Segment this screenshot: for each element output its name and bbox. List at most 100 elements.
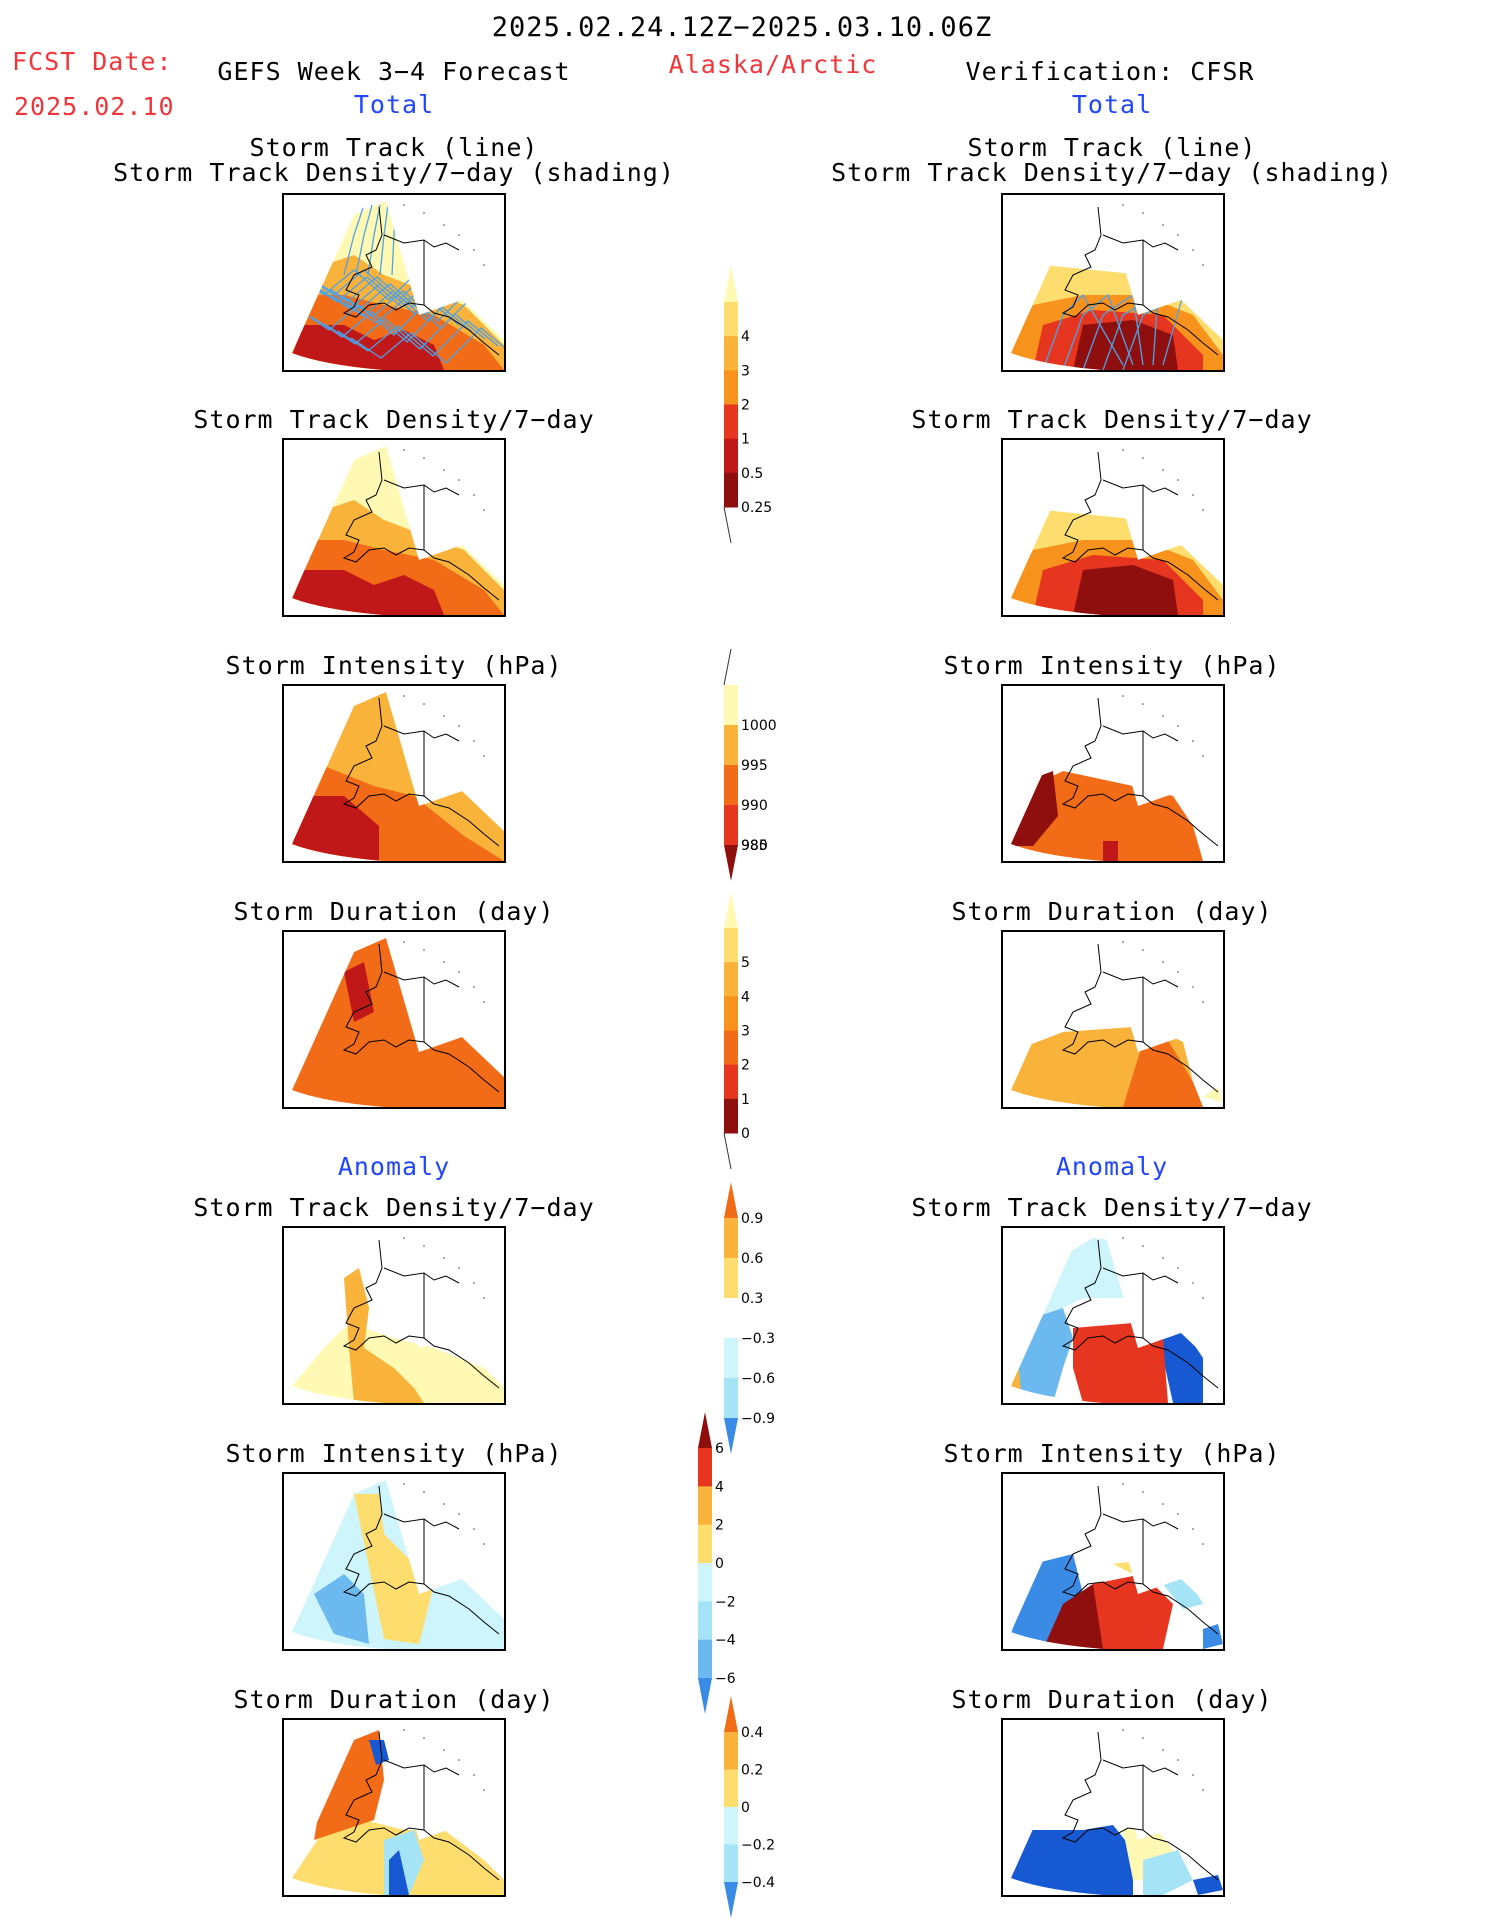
field-shading	[1093, 1574, 1173, 1649]
colorbar-segment	[724, 438, 738, 474]
anomaly-left-label: Anomaly	[337, 1152, 451, 1181]
colorbar-segment	[724, 1844, 738, 1883]
grid-dot	[458, 971, 460, 973]
colorbar-tick-label: 995	[741, 758, 768, 774]
colorbar-bottom-triangle	[724, 845, 738, 881]
map-right-duration-anom	[1001, 1718, 1225, 1897]
colorbar-tick-label: 4	[715, 1479, 724, 1495]
coastline	[342, 1485, 500, 1635]
coastline	[1102, 1759, 1179, 1776]
grid-dot	[1202, 264, 1204, 266]
grid-dot	[1142, 1737, 1144, 1739]
grid-dot	[1122, 1237, 1124, 1239]
grid-dot	[443, 1749, 445, 1751]
grid-dot	[443, 1257, 445, 1259]
grid-dot	[1202, 1789, 1204, 1791]
colorbar-segment	[724, 302, 738, 337]
grid-dot	[1142, 949, 1144, 951]
grid-dot	[458, 1513, 460, 1515]
grid-dot	[1177, 1759, 1179, 1761]
colorbar-segment	[724, 1030, 738, 1066]
grid-dot	[1162, 715, 1164, 717]
coastline	[342, 697, 500, 847]
coastline	[1061, 1239, 1219, 1389]
right-density-title: Storm Track Density/7−day	[911, 405, 1313, 434]
storm-track-line	[343, 204, 365, 276]
coastline	[342, 206, 500, 356]
grid-dot	[1177, 725, 1179, 727]
field-shading	[314, 1574, 369, 1644]
coastline	[383, 725, 460, 742]
colorbar-tick-label: −0.3	[741, 1331, 775, 1347]
grid-dot	[443, 1503, 445, 1505]
colorbar-tick-label: 0	[741, 1800, 750, 1816]
grid-dot	[1122, 449, 1124, 451]
colorbar-bottom-triangle	[698, 1678, 712, 1714]
grid-dot	[1142, 703, 1144, 705]
colorbar-tick-label: 0.2	[741, 1763, 763, 1779]
grid-dot	[1202, 1297, 1204, 1299]
colorbar-tick-label: 2	[741, 1058, 750, 1074]
grid-dot	[458, 1759, 460, 1761]
grid-dot	[1177, 1267, 1179, 1269]
grid-dot	[1202, 755, 1204, 757]
grid-dot	[1122, 1729, 1124, 1731]
grid-dot	[1122, 695, 1124, 697]
verification-title: Verification: CFSR	[965, 57, 1255, 86]
map-left-duration-anom	[282, 1718, 506, 1897]
grid-dot	[473, 1774, 475, 1776]
colorbar-segment	[724, 928, 738, 963]
coastline	[1061, 697, 1219, 847]
grid-dot	[1192, 740, 1194, 742]
grid-dot	[458, 1267, 460, 1269]
colorbar-segment	[724, 404, 738, 440]
field-shading	[1103, 841, 1118, 861]
grid-dot	[1122, 204, 1124, 206]
grid-dot	[473, 740, 475, 742]
storm-track-line	[324, 313, 486, 350]
left-intensity-title: Storm Intensity (hPa)	[225, 651, 563, 680]
map-right-intensity	[1001, 684, 1225, 863]
colorbar-duration-anom: 0.4 0.2 0 −0.2 −0.4	[724, 1696, 775, 1918]
colorbar-density-anom: 0.9 0.6 0.3 −0.3 −0.6 −0.9	[724, 1182, 775, 1454]
right-duration-anom-title: Storm Duration (day)	[951, 1685, 1273, 1714]
right-intensity-title: Storm Intensity (hPa)	[943, 651, 1281, 680]
region-title: Alaska/Arctic	[668, 50, 878, 79]
grid-dot	[423, 1245, 425, 1247]
grid-dot	[443, 715, 445, 717]
grid-dot	[483, 1789, 485, 1791]
field-shading	[354, 1494, 434, 1644]
coastline	[1061, 1731, 1219, 1881]
coastline	[1102, 1513, 1179, 1530]
colorbar-tick-label: 3	[741, 1024, 750, 1040]
coastline	[1102, 725, 1179, 742]
colorbar-segment	[724, 765, 738, 806]
left-duration-anom-title: Storm Duration (day)	[233, 1685, 555, 1714]
field-shading	[314, 1730, 384, 1840]
storm-track-line	[355, 204, 373, 276]
coastline	[342, 1731, 500, 1881]
grid-dot	[1177, 234, 1179, 236]
grid-dot	[423, 949, 425, 951]
field-shading	[1203, 1624, 1223, 1649]
grid-dot	[1192, 986, 1194, 988]
colorbar-tick-label: 980	[741, 838, 768, 854]
colorbar-tick-label: 2	[741, 398, 750, 414]
colorbar-segment	[724, 1338, 738, 1379]
coastline	[383, 971, 460, 988]
map-left-density-anom	[282, 1226, 506, 1405]
grid-dot	[403, 1483, 405, 1485]
colorbar-segment	[724, 1218, 738, 1259]
right-track-line-title: Storm Track (line)	[967, 133, 1257, 162]
colorbar-tick-label: 0.6	[741, 1251, 763, 1267]
grid-dot	[458, 479, 460, 481]
field-shading	[1073, 1323, 1168, 1403]
field-shading	[344, 1268, 424, 1403]
right-intensity-anom-title: Storm Intensity (hPa)	[943, 1439, 1281, 1468]
grid-dot	[443, 224, 445, 226]
total-right-label: Total	[1071, 90, 1153, 119]
grid-dot	[403, 1237, 405, 1239]
total-left-label: Total	[353, 90, 435, 119]
grid-dot	[1142, 212, 1144, 214]
colorbar-segment	[724, 336, 738, 371]
